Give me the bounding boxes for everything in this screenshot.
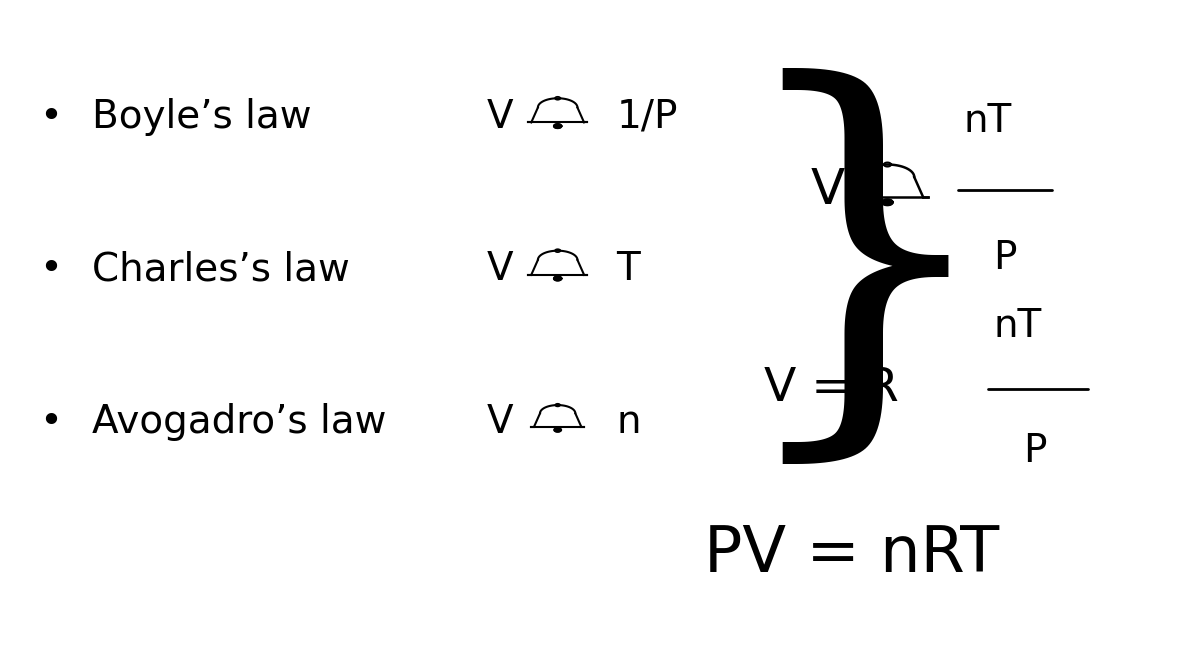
Text: }: } [728,68,1001,483]
Polygon shape [554,428,561,432]
Text: PV = nRT: PV = nRT [704,523,1000,585]
Text: nT: nT [964,102,1012,140]
Text: n: n [617,403,642,441]
Text: •: • [39,98,63,136]
Polygon shape [882,199,893,205]
Text: V = R: V = R [764,366,899,411]
Polygon shape [554,276,562,280]
Text: Avogadro’s law: Avogadro’s law [93,403,387,441]
Text: •: • [39,250,63,289]
Text: V: V [487,98,514,136]
Text: Charles’s law: Charles’s law [93,250,350,289]
Text: T: T [617,250,640,289]
Text: P: P [1022,431,1046,470]
Text: Boyle’s law: Boyle’s law [93,98,312,136]
Text: 1/P: 1/P [617,98,678,136]
Text: V: V [811,166,846,213]
Text: nT: nT [994,307,1041,346]
Text: •: • [39,403,63,441]
Polygon shape [554,124,562,128]
Text: P: P [994,240,1016,277]
Text: V: V [487,250,514,289]
Text: V: V [487,403,514,441]
